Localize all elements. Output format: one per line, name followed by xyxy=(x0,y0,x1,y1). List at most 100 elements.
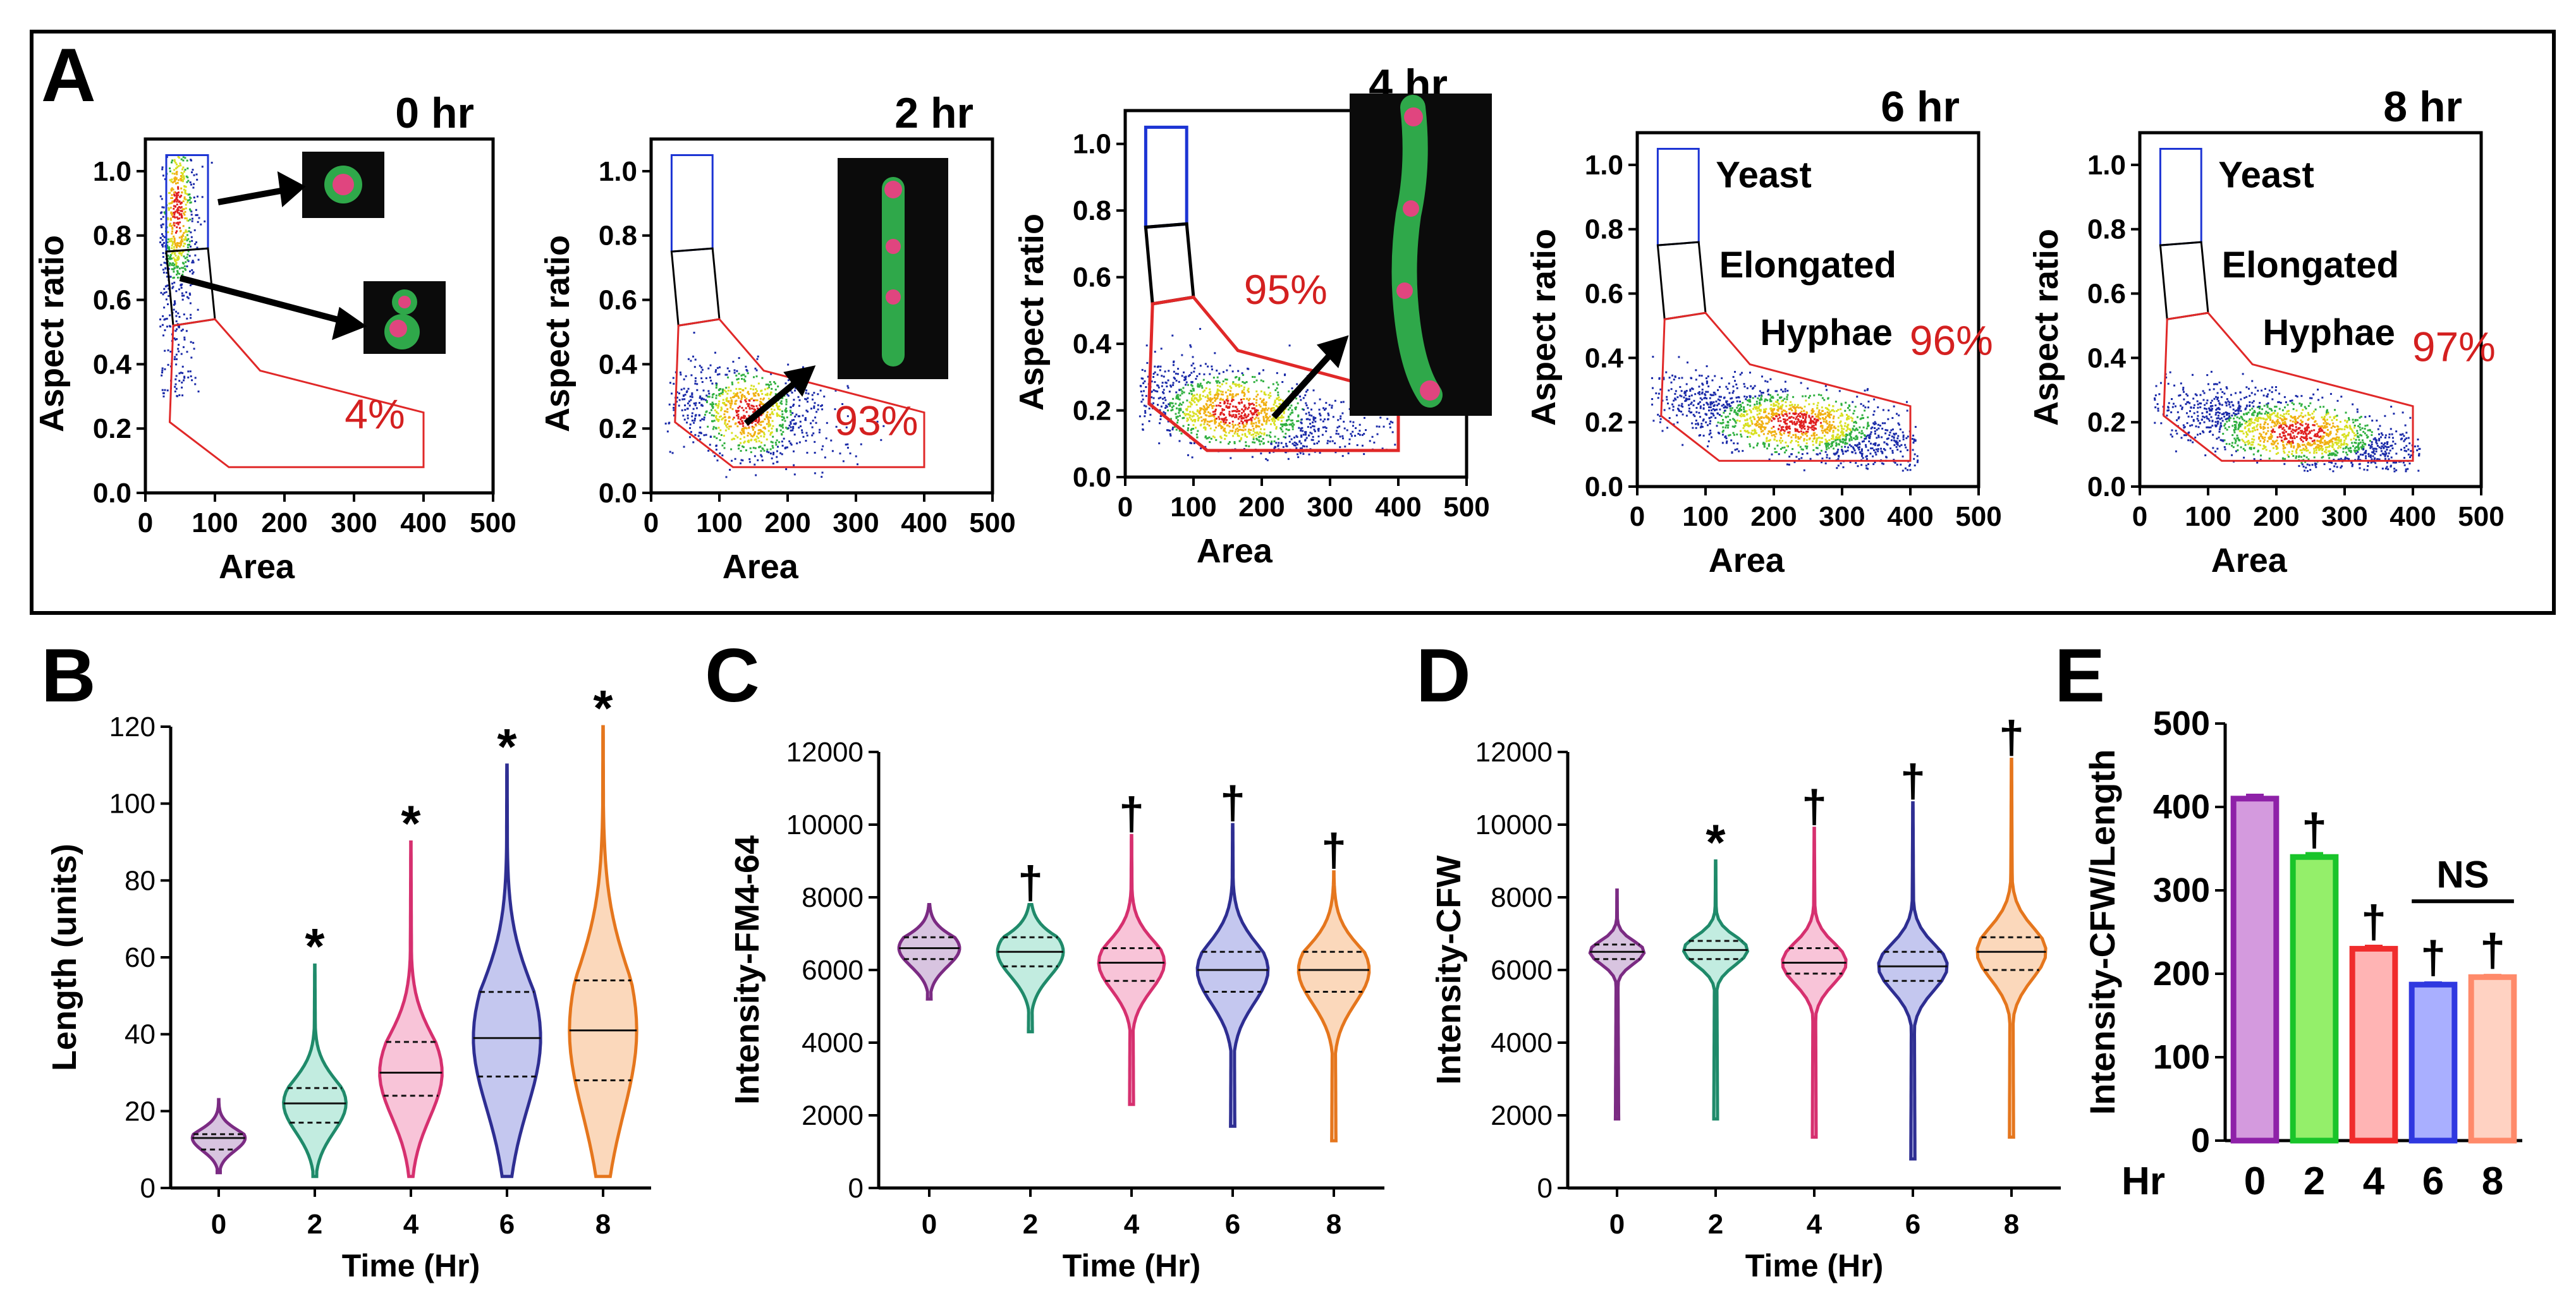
scatter-point xyxy=(1699,416,1702,418)
scatter-point xyxy=(174,385,176,388)
scatter-point xyxy=(1803,469,1805,471)
scatter-point xyxy=(1871,447,1874,450)
scatter-point xyxy=(1785,426,1787,428)
scatter-point xyxy=(1758,413,1761,415)
scatter-point xyxy=(1732,432,1735,434)
scatter-point xyxy=(1263,433,1266,436)
scatter-point xyxy=(1337,419,1340,421)
scatter-point xyxy=(1779,448,1782,451)
scatter-point xyxy=(2324,439,2326,442)
scatter-point xyxy=(671,392,673,395)
scatter-point xyxy=(169,217,172,220)
scatter-point xyxy=(717,404,720,407)
scatter-point xyxy=(1842,466,1845,468)
scatter-point xyxy=(1848,432,1851,435)
scatter-point xyxy=(1766,437,1768,439)
scatter-point xyxy=(1261,440,1263,442)
scatter-point xyxy=(1914,464,1916,467)
scatter-point xyxy=(1255,416,1257,419)
scatter-point xyxy=(1805,416,1807,419)
scatter-point xyxy=(781,403,783,405)
scatter-point xyxy=(1306,389,1309,391)
scatter-point xyxy=(817,393,819,396)
scatter-point xyxy=(1221,393,1224,396)
scatter-point xyxy=(2280,424,2283,427)
scatter-point xyxy=(1874,427,1876,430)
scatter-point xyxy=(2249,424,2251,427)
scatter-point xyxy=(1671,374,1674,377)
scatter-point xyxy=(1781,411,1783,413)
scatter-point xyxy=(170,212,173,214)
scatter-point xyxy=(810,408,812,410)
scatter-point xyxy=(1883,441,1886,444)
scatter-point xyxy=(1712,413,1714,415)
y-tick-label: 0.6 xyxy=(1585,279,1623,310)
scatter-point xyxy=(185,330,188,332)
scatter-point xyxy=(1825,446,1828,449)
scatter-point xyxy=(744,387,747,389)
scatter-point xyxy=(175,363,178,366)
scatter-point xyxy=(182,267,185,269)
scatter-point xyxy=(1211,405,1213,408)
scatter-point xyxy=(2345,437,2347,440)
scatter-point xyxy=(715,369,717,372)
scatter-point xyxy=(2345,435,2347,438)
scatter-point xyxy=(1299,452,1302,454)
scatter-point xyxy=(1831,424,1833,427)
scatter-point xyxy=(196,214,198,216)
scatter-point xyxy=(715,397,717,399)
scatter-point xyxy=(740,418,742,421)
scatter-point xyxy=(1766,380,1769,383)
scatter-point xyxy=(1824,385,1827,387)
y-tick-label: 0.0 xyxy=(1073,462,1111,493)
scatter-point xyxy=(683,387,685,390)
scatter-point xyxy=(766,423,768,425)
scatter-point xyxy=(1334,399,1336,402)
scatter-point xyxy=(754,420,756,422)
scatter-point xyxy=(1796,422,1798,425)
scatter-point xyxy=(1219,441,1222,444)
scatter-point xyxy=(1767,432,1769,435)
scatter-point xyxy=(692,408,695,410)
scatter-point xyxy=(176,245,178,247)
scatter-point xyxy=(1238,379,1240,381)
scatter-point xyxy=(712,415,715,417)
scatter-point xyxy=(1144,370,1146,372)
scatter-point xyxy=(1780,396,1783,399)
scatter-point xyxy=(1792,412,1795,415)
scatter-point xyxy=(759,432,761,434)
scatter-point xyxy=(171,187,173,190)
scatter-point xyxy=(725,398,728,401)
scatter-point xyxy=(1761,398,1763,401)
scatter-point xyxy=(1175,413,1177,415)
scatter-point xyxy=(1668,389,1670,392)
scatter-point xyxy=(1692,404,1695,406)
scatter-point xyxy=(1812,403,1815,405)
scatter-point xyxy=(1805,413,1807,416)
scatter-point xyxy=(2165,376,2168,379)
scatter-point xyxy=(1674,392,1676,395)
scatter-point xyxy=(1785,441,1787,444)
scatter-point xyxy=(187,179,190,182)
scatter-point xyxy=(1819,444,1821,446)
scatter-point xyxy=(1288,423,1291,426)
scatter-point xyxy=(769,448,772,451)
scatter-point xyxy=(731,432,733,434)
scatter-point xyxy=(1174,377,1176,380)
scatter-point xyxy=(1711,403,1714,405)
hyphae-percent: 4% xyxy=(345,391,405,437)
scatter-point xyxy=(175,163,178,166)
scatter-point xyxy=(1860,432,1863,435)
scatter-point xyxy=(729,425,732,428)
scatter-point xyxy=(1212,413,1215,416)
scatter-point xyxy=(1307,407,1309,409)
scatter-point xyxy=(175,320,178,322)
scatter-point xyxy=(719,439,721,441)
scatter-point xyxy=(701,368,704,371)
scatter-point xyxy=(174,391,176,393)
scatter-point xyxy=(1797,415,1799,418)
scatter-point xyxy=(1277,416,1279,419)
scatter-point xyxy=(1261,408,1264,410)
scatter-point xyxy=(161,206,164,209)
scatter-point xyxy=(1300,442,1302,445)
